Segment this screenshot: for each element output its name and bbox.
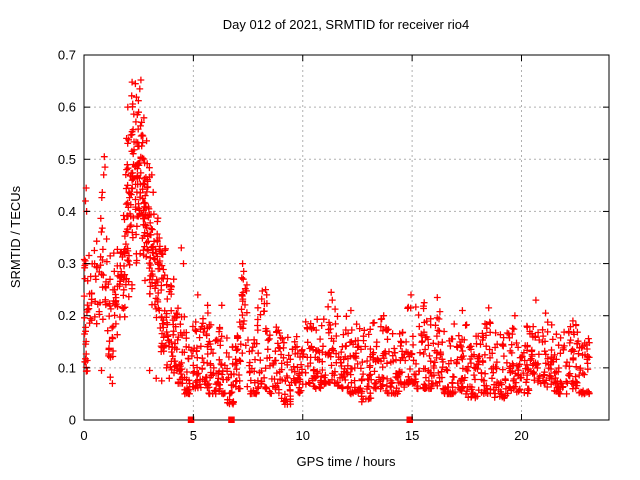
y-tick-label: 0.5 — [58, 152, 76, 167]
zero-flag-square-marker — [187, 416, 195, 423]
plot-border — [83, 54, 610, 421]
y-axis-label: SRMTID / TECUs — [8, 185, 23, 288]
x-axis-label: GPS time / hours — [297, 454, 396, 469]
data-points-srmtid — [80, 76, 593, 423]
gridlines — [84, 55, 609, 420]
x-tick-label: 0 — [80, 428, 87, 443]
y-tick-label: 0.2 — [58, 308, 76, 323]
y-tick-label: 0.6 — [58, 100, 76, 115]
axis-ticks — [83, 54, 609, 421]
x-tick-label: 10 — [296, 428, 310, 443]
x-tick-label: 20 — [514, 428, 528, 443]
y-tick-label: 0.3 — [58, 256, 76, 271]
y-tick-label: 0.4 — [58, 204, 76, 219]
x-tick-label: 15 — [405, 428, 419, 443]
axis-tick-labels: 0 5 10 15 20 0 0.1 0.2 0.3 0.4 0.5 0.6 0.7 — [58, 48, 529, 444]
x-tick-label: 5 — [190, 428, 197, 443]
zero-flag-square-marker — [406, 416, 413, 423]
zero-flag-square-marker — [228, 416, 235, 423]
srmtid-plus-markers — [80, 76, 593, 408]
y-tick-label: 0.1 — [58, 360, 76, 375]
chart-title: Day 012 of 2021, SRMTID for receiver rio… — [223, 17, 469, 32]
y-tick-label: 0.7 — [58, 48, 76, 63]
y-tick-label: 0 — [69, 413, 76, 428]
